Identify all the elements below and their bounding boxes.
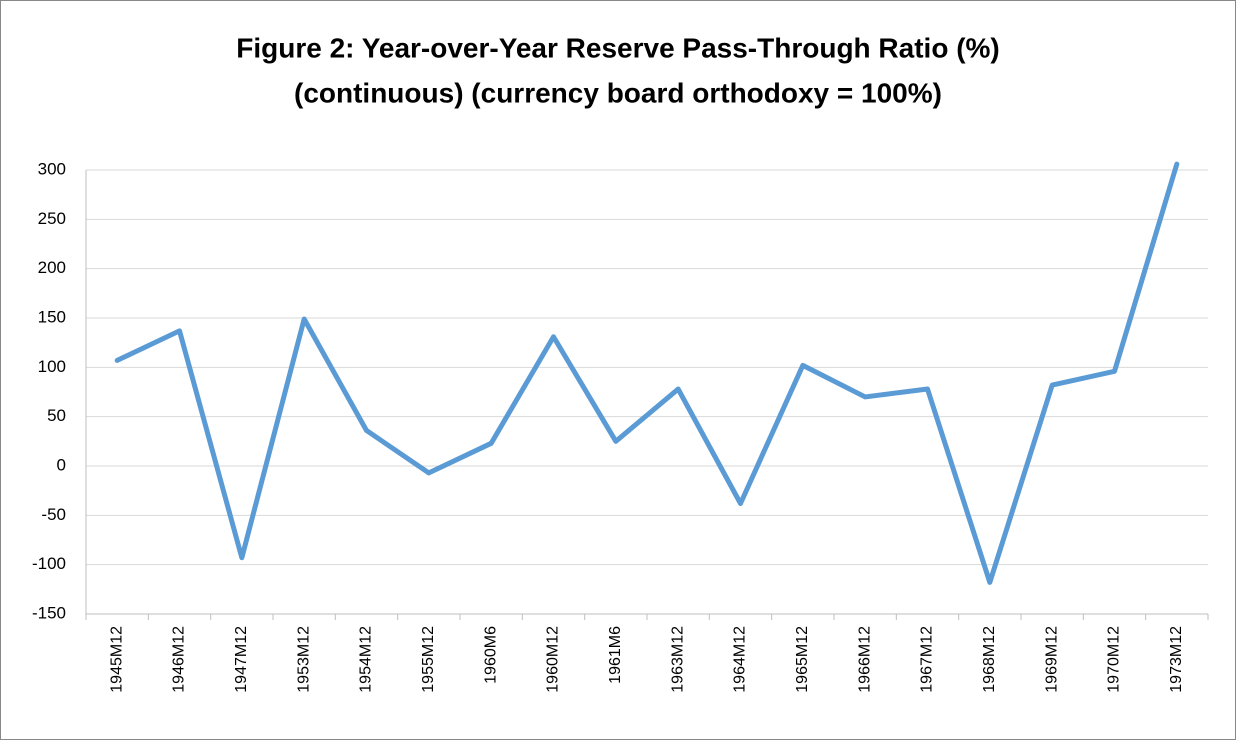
x-tick-label: 1960M12: [545, 626, 562, 693]
y-tick-label: 0: [57, 455, 66, 474]
x-tick-label: 1964M12: [732, 626, 749, 693]
x-tick-label: 1954M12: [358, 626, 375, 693]
y-tick-label: 150: [38, 307, 66, 326]
y-tick-label: 300: [38, 159, 66, 178]
x-tick-label: 1966M12: [856, 626, 873, 693]
x-tick-label: 1961M6: [607, 626, 624, 684]
y-tick-label: -50: [41, 505, 66, 524]
data-line: [114, 161, 1180, 585]
x-tick-label: 1963M12: [669, 626, 686, 693]
y-tick-label: -100: [32, 554, 66, 573]
x-tick-label: 1968M12: [981, 626, 998, 693]
x-tick-label: 1953M12: [295, 626, 312, 693]
y-tick-label: 50: [47, 406, 66, 425]
x-tick-label: 1945M12: [108, 626, 125, 693]
chart-title: (continuous) (currency board orthodoxy =…: [294, 77, 942, 108]
y-tick-label: -150: [32, 603, 66, 622]
y-tick-label: 100: [38, 357, 66, 376]
x-tick-label: 1960M6: [482, 626, 499, 684]
x-tick-label: 1970M12: [1106, 626, 1123, 693]
y-tick-label: 250: [38, 209, 66, 228]
x-tick-label: 1955M12: [420, 626, 437, 693]
x-tick-label: 1969M12: [1043, 626, 1060, 693]
x-tick-label: 1965M12: [794, 626, 811, 693]
x-tick-label: 1946M12: [171, 626, 188, 693]
x-tick-label: 1973M12: [1168, 626, 1185, 693]
chart-title: Figure 2: Year-over-Year Reserve Pass-Th…: [236, 32, 1000, 63]
x-tick-label: 1947M12: [233, 626, 250, 693]
x-tick-label: 1967M12: [919, 626, 936, 693]
y-tick-label: 200: [38, 258, 66, 277]
